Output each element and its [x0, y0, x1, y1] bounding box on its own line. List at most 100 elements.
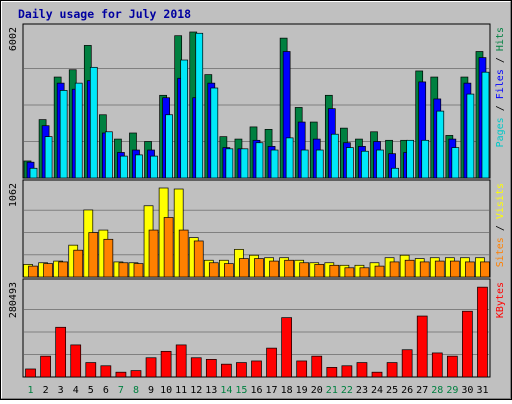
bar-kbytes-day-4 — [70, 344, 82, 378]
bar-pages-day-22 — [346, 147, 354, 179]
axis-label-part: / — [495, 99, 506, 117]
day-label-7: 7 — [118, 385, 124, 396]
bar-sites-day-23 — [359, 267, 370, 278]
bar-sites-day-6 — [103, 238, 114, 278]
day-label-25: 25 — [386, 385, 398, 396]
bar-pages-day-28 — [436, 110, 445, 179]
bar-sites-day-16 — [254, 258, 264, 278]
day-label-16: 16 — [250, 385, 262, 396]
bar-sites-day-3 — [58, 261, 69, 278]
bar-pages-day-23 — [361, 150, 369, 179]
bar-kbytes-day-14 — [221, 363, 232, 378]
bar-pages-day-3 — [59, 90, 68, 179]
bar-pages-day-14 — [225, 148, 234, 179]
bar-kbytes-day-23 — [356, 362, 368, 378]
bar-kbytes-day-25 — [386, 362, 398, 378]
bar-kbytes-day-2 — [40, 355, 51, 378]
bar-kbytes-day-9 — [145, 357, 157, 378]
day-label-5: 5 — [88, 385, 94, 396]
bar-kbytes-day-15 — [236, 362, 247, 378]
bar-pages-day-24 — [376, 149, 384, 179]
bar-kbytes-day-10 — [160, 350, 172, 378]
bar-sites-day-14 — [224, 263, 234, 278]
day-label-30: 30 — [461, 385, 473, 396]
bar-kbytes-day-30 — [462, 310, 473, 378]
bar-kbytes-day-26 — [401, 349, 413, 378]
bar-pages-day-19 — [300, 149, 309, 179]
bar-pages-day-20 — [315, 149, 324, 179]
bar-sites-day-31 — [480, 261, 490, 278]
bar-sites-day-7 — [118, 262, 129, 278]
bar-sites-day-26 — [404, 259, 415, 278]
bar-sites-day-11 — [178, 229, 189, 278]
bar-sites-day-30 — [465, 261, 475, 278]
day-label-28: 28 — [431, 385, 443, 396]
bar-kbytes-day-20 — [311, 355, 323, 378]
bar-pages-day-7 — [120, 155, 128, 179]
day-label-2: 2 — [43, 385, 49, 396]
bar-sites-day-29 — [449, 260, 460, 278]
bar-kbytes-day-27 — [416, 315, 428, 378]
day-label-3: 3 — [58, 385, 64, 396]
bar-pages-day-1 — [29, 167, 38, 179]
bar-pages-day-11 — [180, 59, 189, 179]
day-label-13: 13 — [205, 385, 217, 396]
axis-label-part: / — [495, 51, 506, 69]
bar-kbytes-day-18 — [281, 317, 292, 378]
panel-visits-axis-label: Sites / Visits — [495, 183, 506, 267]
bar-kbytes-day-6 — [100, 365, 112, 378]
bar-sites-day-5 — [88, 232, 99, 278]
bar-pages-day-12 — [195, 32, 204, 179]
bar-sites-day-12 — [193, 240, 204, 278]
day-label-18: 18 — [281, 385, 293, 396]
bar-kbytes-day-5 — [85, 362, 97, 378]
day-label-4: 4 — [73, 385, 79, 396]
axis-label-part: Visits — [495, 183, 506, 219]
bar-kbytes-day-3 — [55, 326, 67, 378]
bar-kbytes-day-28 — [431, 352, 443, 378]
bar-sites-day-18 — [284, 259, 294, 278]
bar-kbytes-day-19 — [296, 360, 308, 378]
bar-pages-day-15 — [240, 148, 249, 179]
bar-sites-day-17 — [269, 260, 279, 278]
bar-pages-day-29 — [451, 147, 460, 179]
bar-sites-day-28 — [434, 260, 445, 278]
bar-sites-day-20 — [314, 264, 325, 278]
bar-kbytes-day-21 — [326, 367, 338, 378]
bar-pages-day-8 — [135, 154, 143, 179]
day-label-23: 23 — [356, 385, 368, 396]
day-label-8: 8 — [133, 385, 139, 396]
bar-sites-day-8 — [133, 263, 144, 278]
bar-pages-day-13 — [210, 87, 219, 179]
bar-kbytes-day-13 — [205, 359, 217, 378]
day-label-6: 6 — [103, 385, 109, 396]
day-label-20: 20 — [311, 385, 323, 396]
day-label-17: 17 — [266, 385, 278, 396]
day-label-21: 21 — [326, 385, 338, 396]
day-label-29: 29 — [446, 385, 458, 396]
day-label-19: 19 — [296, 385, 308, 396]
day-label-1: 1 — [28, 385, 34, 396]
bar-sites-day-15 — [239, 258, 249, 278]
day-label-15: 15 — [235, 385, 247, 396]
bar-sites-day-21 — [329, 264, 340, 278]
chart-title: Daily usage for July 2018 — [18, 7, 191, 21]
day-label-27: 27 — [416, 385, 428, 396]
axis-label-part: / — [495, 219, 506, 237]
bar-kbytes-day-8 — [130, 370, 142, 378]
bar-kbytes-day-1 — [25, 368, 36, 378]
bar-sites-day-24 — [374, 265, 385, 278]
bar-pages-day-30 — [466, 93, 475, 179]
bar-kbytes-day-17 — [266, 347, 277, 378]
bar-pages-day-31 — [481, 71, 490, 179]
bar-kbytes-day-31 — [477, 286, 488, 378]
day-label-12: 12 — [190, 385, 202, 396]
bar-kbytes-day-12 — [190, 357, 202, 378]
axis-label-part: Pages — [495, 117, 506, 147]
bar-kbytes-day-22 — [341, 365, 353, 378]
day-label-10: 10 — [160, 385, 172, 396]
bar-kbytes-day-11 — [175, 344, 187, 378]
bar-sites-day-27 — [419, 261, 430, 278]
